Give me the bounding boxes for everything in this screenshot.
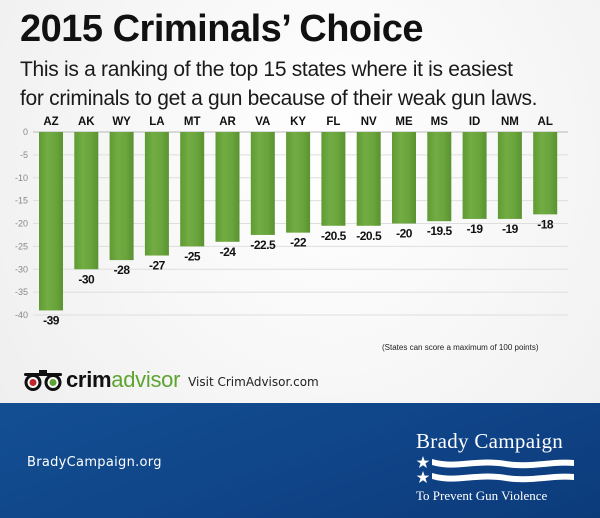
chart-footnote: (States can score a maximum of 100 point… (382, 343, 539, 352)
y-tick-label: -20 (15, 219, 28, 229)
data-label-nm: -19 (502, 222, 519, 236)
brand-part-2: advisor (111, 367, 181, 392)
data-label-mt: -25 (184, 249, 201, 263)
data-label-ar: -24 (220, 245, 237, 259)
visit-crimadvisor-link[interactable]: Visit CrimAdvisor.com (188, 374, 319, 389)
bar-nv (356, 132, 381, 226)
data-label-va: -22.5 (250, 238, 276, 252)
bar-me (392, 132, 416, 224)
binoculars-owl-icon (22, 369, 64, 391)
bar-mt (180, 132, 205, 247)
bar-wy (109, 132, 134, 261)
category-label-nv: NV (361, 116, 377, 128)
category-label-va: VA (255, 116, 270, 128)
bar-ms (427, 132, 452, 222)
data-label-al: -18 (537, 217, 554, 231)
data-label-id: -19 (467, 222, 484, 236)
category-label-mt: MT (184, 116, 201, 128)
category-label-ak: AK (78, 116, 95, 128)
category-label-nm: NM (501, 116, 519, 128)
brady-campaign-logo: Brady Campaign To Prevent Gun Violence (416, 429, 576, 509)
data-labels: -39-30-28 -27-25 -24 -22.5 -22 -20.5 -20.5 -20-… (43, 217, 554, 327)
bar-id (462, 132, 487, 219)
y-tick-label: -30 (15, 264, 28, 274)
brady-website-link[interactable]: BradyCampaign.org (27, 455, 162, 470)
category-label-la: LA (149, 116, 164, 128)
data-label-wy: -28 (114, 263, 131, 277)
category-label-fl: FL (326, 116, 340, 128)
category-labels: AZ AK WY LA MT AR VA KY FL NV ME MS ID NM AL (43, 116, 553, 128)
bar-ak (74, 132, 99, 270)
data-label-ky: -22 (290, 236, 307, 250)
category-label-az: AZ (43, 116, 58, 128)
category-label-ky: KY (290, 116, 306, 128)
bar-la (144, 132, 169, 256)
page-subtitle: This is a ranking of the top 15 states w… (20, 55, 600, 113)
bar-nm (497, 132, 522, 219)
data-label-ms: -19.5 (427, 224, 453, 238)
data-label-la: -27 (149, 259, 166, 273)
y-tick-label: -5 (20, 150, 28, 160)
category-label-wy: WY (112, 116, 131, 128)
crimadvisor-logo-text: crimadvisor (66, 367, 180, 393)
bars (39, 132, 558, 311)
bar-va (250, 132, 275, 235)
data-label-az: -39 (43, 313, 60, 327)
y-tick-label: 0 (23, 127, 28, 137)
bar-az (39, 132, 63, 311)
y-tick-label: -25 (15, 241, 28, 251)
subtitle-line-2: for criminals to get a gun because of th… (20, 87, 538, 110)
brady-tagline: To Prevent Gun Violence (416, 488, 548, 503)
bar-fl (321, 132, 346, 226)
data-label-fl: -20.5 (321, 229, 347, 243)
category-label-me: ME (395, 116, 413, 128)
y-tick-label: -15 (15, 196, 28, 206)
bar-al (533, 132, 558, 215)
category-label-ar: AR (219, 116, 236, 128)
y-axis-ticks: 0 -5 -10 -15 -20 -25 -30 -35 -40 (15, 127, 28, 320)
subtitle-line-1: This is a ranking of the top 15 states w… (20, 58, 513, 81)
category-label-al: AL (538, 116, 553, 128)
page-title: 2015 Criminals’ Choice (20, 8, 423, 50)
category-label-id: ID (469, 116, 481, 128)
crimadvisor-banner[interactable]: crimadvisor Visit CrimAdvisor.com (22, 367, 319, 393)
brand-part-1: crim (66, 367, 112, 392)
y-tick-label: -10 (15, 173, 28, 183)
bar-ky (286, 132, 311, 233)
brady-org-name: Brady Campaign (416, 429, 564, 453)
data-label-nv: -20.5 (356, 229, 382, 243)
stars-and-stripes-flag-icon (416, 456, 574, 483)
y-tick-label: -35 (15, 287, 28, 297)
y-tick-label: -40 (15, 310, 28, 320)
data-label-me: -20 (396, 227, 413, 241)
footer-band: BradyCampaign.org Brady Campaign To Prev… (0, 403, 600, 518)
data-label-ak: -30 (78, 272, 95, 286)
bar-chart: 0 -5 -10 -15 -20 -25 -30 -35 -40 AZ AK WY LA MT AR VA K… (15, 116, 568, 327)
category-label-ms: MS (431, 116, 449, 128)
bar-ar (215, 132, 240, 242)
